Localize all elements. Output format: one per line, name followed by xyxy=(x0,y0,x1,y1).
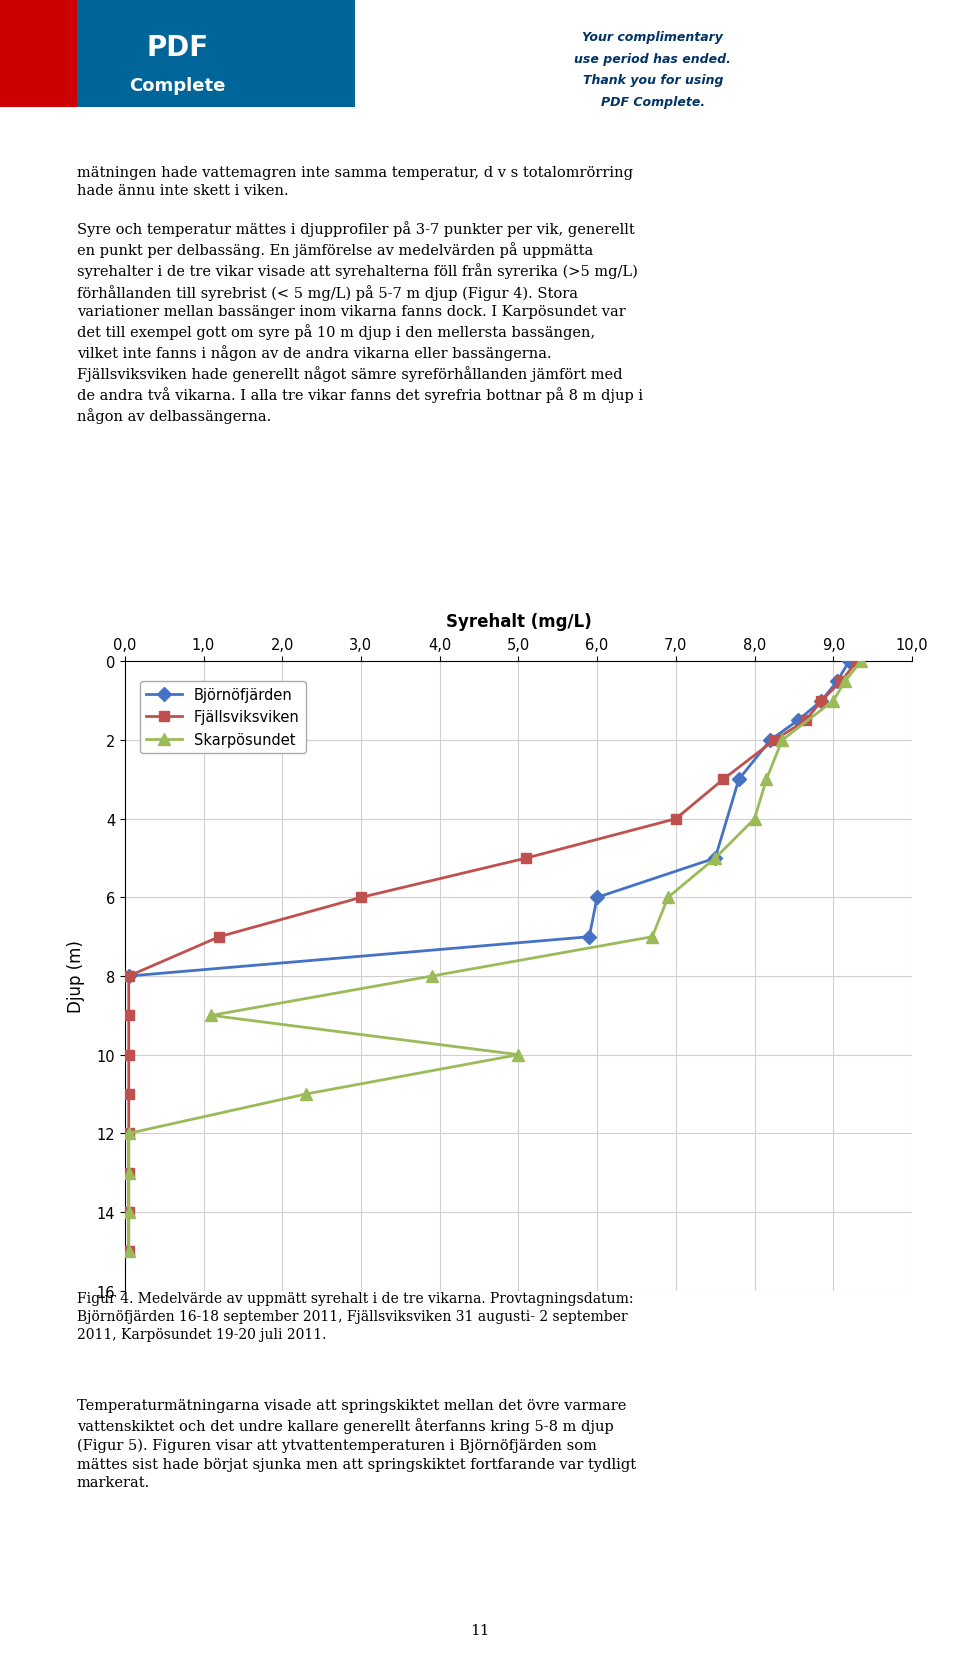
Skarpösundet xyxy=(205,1006,217,1026)
Fjällsviksviken xyxy=(717,770,729,789)
Fjällsviksviken xyxy=(520,849,532,869)
Legend: Björnöfjärden, Fjällsviksviken, Skarpösundet: Björnöfjärden, Fjällsviksviken, Skarpösu… xyxy=(140,682,305,753)
Skarpösundet xyxy=(300,1084,312,1104)
Björnöfjärden xyxy=(584,927,595,947)
Y-axis label: Djup (m): Djup (m) xyxy=(67,940,85,1013)
Skarpösundet xyxy=(855,652,867,672)
FancyBboxPatch shape xyxy=(0,0,77,108)
Fjällsviksviken xyxy=(835,672,847,692)
Fjällsviksviken xyxy=(123,1046,134,1066)
Text: Unlimited Pages and Expanded Features: Unlimited Pages and Expanded Features xyxy=(66,147,289,157)
Björnöfjärden xyxy=(591,887,603,907)
Line: Björnöfjärden: Björnöfjärden xyxy=(124,657,853,981)
Fjällsviksviken xyxy=(670,809,682,829)
Skarpösundet xyxy=(839,672,851,692)
Text: 11: 11 xyxy=(470,1624,490,1637)
Text: use period has ended.: use period has ended. xyxy=(574,53,732,66)
Skarpösundet xyxy=(513,1046,524,1066)
Fjällsviksviken xyxy=(123,967,134,986)
Skarpösundet xyxy=(123,1241,134,1261)
Text: Figur 4. Medelvärde av uppmätt syrehalt i de tre vikarna. Provtagningsdatum:
Bjö: Figur 4. Medelvärde av uppmätt syrehalt … xyxy=(77,1291,634,1342)
Björnöfjärden xyxy=(709,849,721,869)
Text: PDF: PDF xyxy=(147,35,208,63)
Fjällsviksviken xyxy=(123,1163,134,1183)
Fjällsviksviken xyxy=(852,652,863,672)
Fjällsviksviken xyxy=(123,1202,134,1221)
Skarpösundet xyxy=(777,732,788,751)
Björnöfjärden xyxy=(831,672,843,692)
Skarpösundet xyxy=(123,1163,134,1183)
Skarpösundet xyxy=(709,849,721,869)
Skarpösundet xyxy=(123,1124,134,1144)
Fjällsviksviken xyxy=(768,732,780,751)
Text: Click Here to upgrade to: Click Here to upgrade to xyxy=(101,124,254,136)
Skarpösundet xyxy=(760,770,772,789)
Fjällsviksviken xyxy=(213,927,225,947)
Text: PDF Complete.: PDF Complete. xyxy=(601,96,705,109)
Björnöfjärden xyxy=(792,712,804,732)
Text: mätningen hade vattemagren inte samma temperatur, d v s totalomrörring
hade ännu: mätningen hade vattemagren inte samma te… xyxy=(77,166,643,424)
Skarpösundet xyxy=(426,967,438,986)
Line: Fjällsviksviken: Fjällsviksviken xyxy=(124,657,862,1256)
Text: Temperaturmätningarna visade att springskiktet mellan det övre varmare
vattenski: Temperaturmätningarna visade att springs… xyxy=(77,1398,636,1490)
Fjällsviksviken xyxy=(123,1006,134,1026)
Text: Your complimentary: Your complimentary xyxy=(583,31,723,45)
Skarpösundet xyxy=(662,887,674,907)
Fjällsviksviken xyxy=(123,1241,134,1261)
Björnöfjärden xyxy=(764,732,776,751)
Text: Thank you for using: Thank you for using xyxy=(583,74,723,88)
Line: Skarpösundet: Skarpösundet xyxy=(123,657,866,1258)
Björnöfjärden xyxy=(843,652,854,672)
Text: Complete: Complete xyxy=(130,78,226,94)
X-axis label: Syrehalt (mg/L): Syrehalt (mg/L) xyxy=(445,612,591,631)
Björnöfjärden xyxy=(733,770,745,789)
Skarpösundet xyxy=(828,692,839,712)
Fjällsviksviken xyxy=(123,1084,134,1104)
Skarpösundet xyxy=(123,1202,134,1221)
Fjällsviksviken xyxy=(123,1124,134,1144)
Fjällsviksviken xyxy=(355,887,367,907)
Björnöfjärden xyxy=(123,967,134,986)
Skarpösundet xyxy=(749,809,760,829)
Fjällsviksviken xyxy=(816,692,828,712)
Björnöfjärden xyxy=(816,692,828,712)
FancyBboxPatch shape xyxy=(0,0,355,108)
Fjällsviksviken xyxy=(800,712,811,732)
Skarpösundet xyxy=(646,927,658,947)
